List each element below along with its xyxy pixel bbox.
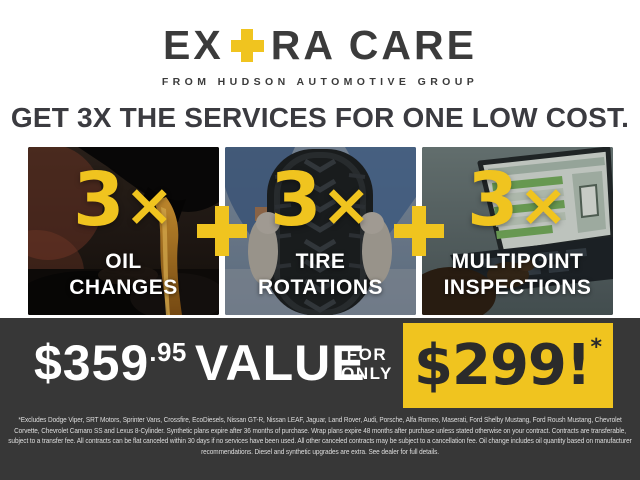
for-only-qualifier: FOR ONLY <box>341 345 393 383</box>
service-label-tire-rotations: TIRE ROTATIONS <box>257 250 384 299</box>
service-panel-tire-rotations: 3× TIRE ROTATIONS <box>225 147 416 315</box>
value-dollars: $359 <box>34 335 150 391</box>
offer-headline: GET 3X THE SERVICES FOR ONE LOW COST. <box>10 102 630 133</box>
price-section: $359.95 VALUE FOR ONLY $299!* *Excludes D… <box>0 318 640 480</box>
logo-plus-icon <box>230 29 264 62</box>
sale-price: $299!* <box>414 333 602 398</box>
value-price: $359.95 VALUE <box>34 334 366 392</box>
multiplier-3x: 3× <box>72 157 175 243</box>
multiplier-3x: 3× <box>269 157 372 243</box>
service-panels-row: 3× OIL CHANGES <box>28 147 613 315</box>
value-word: VALUE <box>194 335 366 391</box>
extra-care-logo: EX RA CARE <box>0 25 640 66</box>
service-label-multipoint-inspections: MULTIPOINT INSPECTIONS <box>443 250 592 299</box>
service-panel-oil-changes: 3× OIL CHANGES <box>28 147 219 315</box>
tire-rotation-photo <box>225 147 416 315</box>
sale-price-box: $299!* <box>403 323 613 408</box>
brand-tagline: FROM HUDSON AUTOMOTIVE GROUP <box>161 76 479 88</box>
logo-text-prefix: EX <box>163 22 224 68</box>
logo-text-suffix: RA CARE <box>270 22 477 68</box>
oil-change-photo <box>28 147 219 315</box>
plus-icon <box>394 206 444 256</box>
service-panel-multipoint-inspections: 3× MULTIPOINT INSPECTIONS <box>422 147 613 315</box>
disclaimer-fine-print: *Excludes Dodge Viper, SRT Motors, Sprin… <box>8 415 632 456</box>
value-cents: .95 <box>149 337 187 367</box>
brand-header: EX RA CARE FROM HUDSON AUTOMOTIVE GROUP <box>0 25 640 89</box>
inspection-laptop-photo <box>422 147 613 315</box>
multiplier-3x: 3× <box>466 157 569 243</box>
service-label-oil-changes: OIL CHANGES <box>69 250 178 299</box>
footnote-asterisk: * <box>590 335 602 360</box>
plus-icon <box>197 206 247 256</box>
